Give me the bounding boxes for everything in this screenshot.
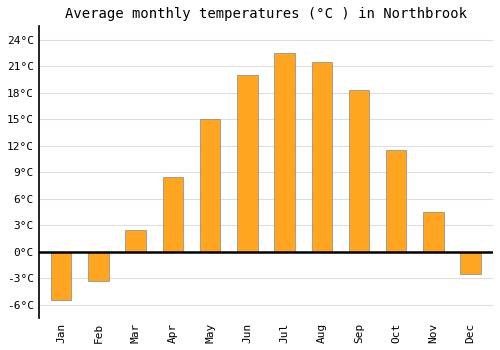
Bar xyxy=(51,252,72,300)
Bar xyxy=(237,75,258,252)
Bar xyxy=(423,212,444,252)
Bar xyxy=(88,252,108,281)
Bar xyxy=(312,62,332,252)
Title: Average monthly temperatures (°C ) in Northbrook: Average monthly temperatures (°C ) in No… xyxy=(65,7,467,21)
Bar xyxy=(200,119,220,252)
Bar xyxy=(126,230,146,252)
Bar xyxy=(460,252,481,274)
Bar xyxy=(386,150,406,252)
Bar xyxy=(349,90,370,252)
Bar xyxy=(162,176,183,252)
Bar xyxy=(274,53,295,252)
